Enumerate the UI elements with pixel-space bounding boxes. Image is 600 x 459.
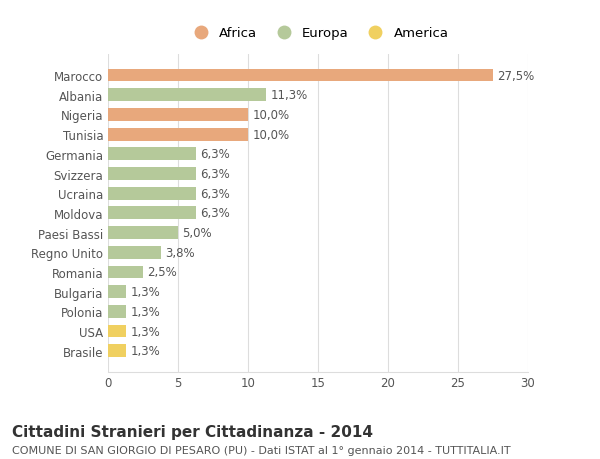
Bar <box>108 325 126 338</box>
Text: 3,8%: 3,8% <box>166 246 195 259</box>
Bar <box>108 187 196 200</box>
Bar <box>108 246 161 259</box>
Text: Cittadini Stranieri per Cittadinanza - 2014: Cittadini Stranieri per Cittadinanza - 2… <box>12 425 373 440</box>
Bar <box>108 69 493 82</box>
Bar <box>108 266 143 279</box>
Text: 2,5%: 2,5% <box>147 266 177 279</box>
Bar <box>108 129 248 141</box>
Text: COMUNE DI SAN GIORGIO DI PESARO (PU) - Dati ISTAT al 1° gennaio 2014 - TUTTITALI: COMUNE DI SAN GIORGIO DI PESARO (PU) - D… <box>12 445 511 455</box>
Text: 6,3%: 6,3% <box>200 207 230 220</box>
Bar <box>108 89 266 102</box>
Text: 6,3%: 6,3% <box>200 187 230 200</box>
Bar <box>108 109 248 122</box>
Bar <box>108 148 196 161</box>
Text: 10,0%: 10,0% <box>252 109 289 122</box>
Bar <box>108 345 126 358</box>
Bar <box>108 227 178 240</box>
Legend: Africa, Europa, America: Africa, Europa, America <box>181 21 455 47</box>
Text: 6,3%: 6,3% <box>200 168 230 180</box>
Text: 1,3%: 1,3% <box>130 305 160 318</box>
Text: 1,3%: 1,3% <box>130 345 160 358</box>
Bar <box>108 168 196 180</box>
Bar <box>108 207 196 220</box>
Text: 11,3%: 11,3% <box>271 89 308 102</box>
Bar <box>108 305 126 318</box>
Text: 10,0%: 10,0% <box>252 129 289 141</box>
Text: 1,3%: 1,3% <box>130 325 160 338</box>
Bar <box>108 285 126 298</box>
Text: 5,0%: 5,0% <box>182 227 212 240</box>
Text: 27,5%: 27,5% <box>497 69 535 82</box>
Text: 1,3%: 1,3% <box>130 285 160 298</box>
Text: 6,3%: 6,3% <box>200 148 230 161</box>
